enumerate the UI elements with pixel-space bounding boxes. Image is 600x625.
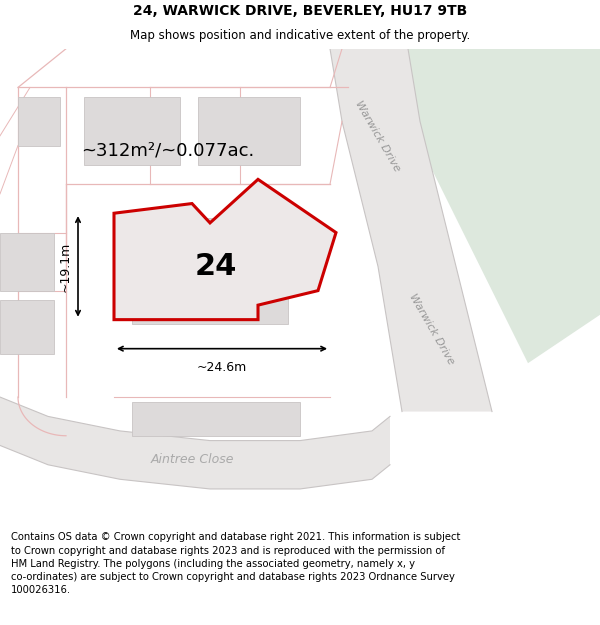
Polygon shape — [132, 218, 288, 324]
Polygon shape — [330, 49, 492, 411]
Text: Warwick Drive: Warwick Drive — [407, 292, 457, 366]
Text: ~19.1m: ~19.1m — [59, 241, 72, 291]
Polygon shape — [408, 49, 600, 363]
Text: Aintree Close: Aintree Close — [150, 454, 234, 466]
Polygon shape — [0, 300, 54, 354]
Text: 24, WARWICK DRIVE, BEVERLEY, HU17 9TB: 24, WARWICK DRIVE, BEVERLEY, HU17 9TB — [133, 4, 467, 18]
Text: Contains OS data © Crown copyright and database right 2021. This information is : Contains OS data © Crown copyright and d… — [11, 532, 460, 595]
Text: ~312m²/~0.077ac.: ~312m²/~0.077ac. — [82, 141, 254, 159]
Polygon shape — [0, 232, 54, 291]
Polygon shape — [18, 97, 60, 146]
Polygon shape — [0, 397, 390, 489]
Polygon shape — [132, 402, 300, 436]
Polygon shape — [198, 97, 300, 165]
Polygon shape — [84, 97, 180, 165]
Text: 24: 24 — [195, 252, 237, 281]
Text: Map shows position and indicative extent of the property.: Map shows position and indicative extent… — [130, 29, 470, 42]
Text: ~24.6m: ~24.6m — [197, 361, 247, 374]
Polygon shape — [114, 179, 336, 319]
Text: Warwick Drive: Warwick Drive — [353, 99, 403, 173]
